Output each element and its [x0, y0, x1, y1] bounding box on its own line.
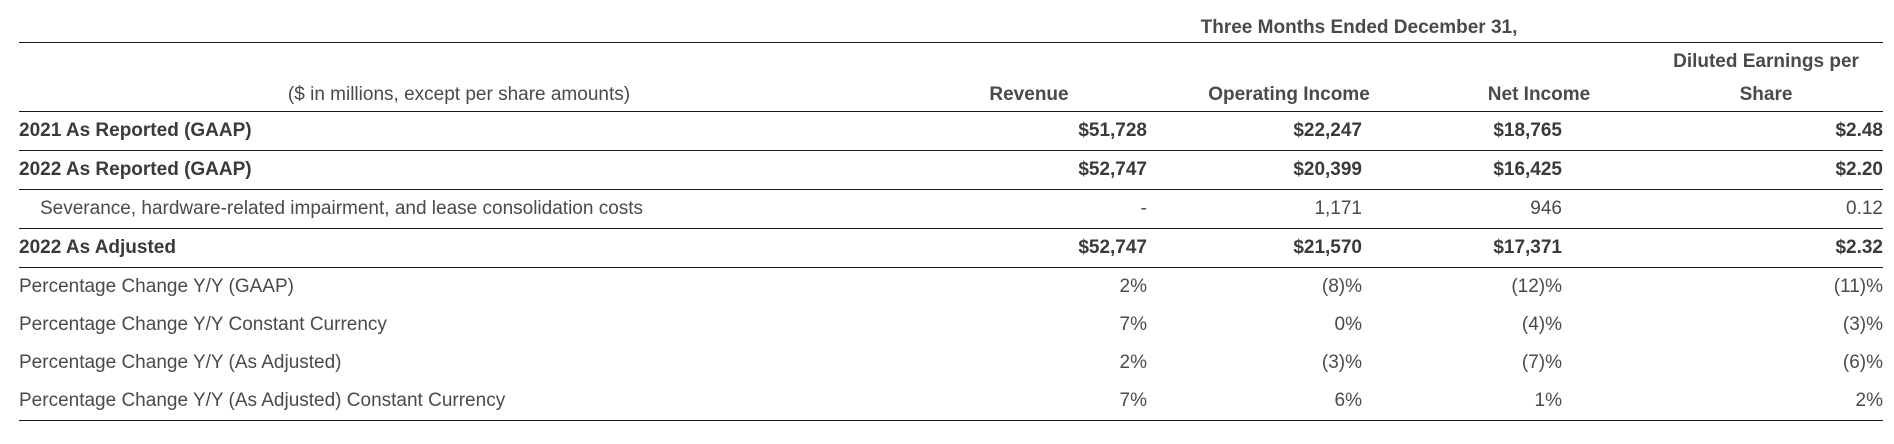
revenue-cell: -: [927, 189, 1147, 229]
net-income-cell: 946: [1362, 189, 1562, 229]
table-row: Severance, hardware-related impairment, …: [19, 189, 1883, 229]
revenue-cell: $52,747: [927, 150, 1147, 190]
table-row: 2021 As Reported (GAAP) $51,728 $22,247 $18…: [19, 111, 1883, 151]
row-label: 2022 As Reported (GAAP): [19, 150, 927, 190]
net-income-cell: $17,371: [1362, 228, 1562, 268]
eps-header-line2: Share: [1739, 84, 1793, 105]
table-row: Percentage Change Y/Y (GAAP) 2% (8)% (12)% (…: [19, 268, 1883, 307]
table-row: Percentage Change Y/Y (As Adjusted) 2% (3)…: [19, 344, 1883, 382]
table-row: 2022 As Reported (GAAP) $52,747 $20,399 $16…: [19, 150, 1883, 190]
eps-cell: $2.32: [1562, 228, 1883, 268]
units-header: ($ in millions, except per share amounts…: [287, 84, 631, 105]
operating-income-cell: $20,399: [1147, 150, 1362, 190]
row-label: Percentage Change Y/Y (As Adjusted) Cons…: [19, 382, 927, 421]
period-header: Three Months Ended December 31,: [1200, 17, 1518, 38]
eps-cell: 0.12: [1562, 189, 1883, 229]
revenue-header: Revenue: [989, 84, 1069, 105]
row-label: 2021 As Reported (GAAP): [19, 111, 927, 151]
eps-header-line1: Diluted Earnings per: [1673, 51, 1859, 72]
operating-income-cell: $22,247: [1147, 111, 1362, 151]
row-label: Percentage Change Y/Y Constant Currency: [19, 314, 387, 335]
eps-cell: 2%: [1562, 382, 1883, 421]
row-label: Percentage Change Y/Y (As Adjusted): [19, 352, 342, 373]
net-income-cell: $16,425: [1362, 150, 1562, 190]
operating-income-cell: 6%: [1147, 382, 1362, 421]
eps-cell: (6)%: [1842, 352, 1883, 373]
net-income-cell: (12)%: [1511, 276, 1562, 297]
operating-income-cell: 0%: [1334, 314, 1362, 335]
row-label: Percentage Change Y/Y (GAAP): [19, 276, 294, 297]
table-row: 2022 As Adjusted $52,747 $21,570 $17,371 $2.…: [19, 228, 1883, 268]
financial-table: 2021 As Reported (GAAP) $51,728 $22,247 $18…: [19, 111, 1883, 421]
row-label: 2022 As Adjusted: [19, 228, 927, 268]
operating-income-cell: 1,171: [1147, 189, 1362, 229]
eps-cell: $2.48: [1562, 111, 1883, 151]
operating-income-cell: (3)%: [1321, 352, 1362, 373]
revenue-cell: 7%: [927, 382, 1147, 421]
net-income-cell: $18,765: [1362, 111, 1562, 151]
net-income-cell: (4)%: [1521, 314, 1562, 335]
net-income-cell: 1%: [1362, 382, 1562, 421]
eps-cell: (3)%: [1842, 314, 1883, 335]
revenue-cell: $52,747: [927, 228, 1147, 268]
operating-income-cell: (8)%: [1321, 276, 1362, 297]
period-header-rule: [19, 42, 1883, 43]
revenue-cell: 2%: [1119, 352, 1147, 373]
eps-cell: (11)%: [1833, 276, 1883, 297]
revenue-cell: 7%: [1119, 314, 1147, 335]
net-income-cell: (7)%: [1521, 352, 1562, 373]
operating-income-cell: $21,570: [1147, 228, 1362, 268]
net-income-header: Net Income: [1487, 84, 1591, 105]
revenue-cell: $51,728: [927, 111, 1147, 151]
operating-income-header: Operating Income: [1208, 84, 1370, 105]
table-row: Percentage Change Y/Y (As Adjusted) Cons…: [19, 382, 1883, 421]
row-label: Severance, hardware-related impairment, …: [19, 189, 927, 229]
table-row: Percentage Change Y/Y Constant Currency 7…: [19, 306, 1883, 344]
eps-cell: $2.20: [1562, 150, 1883, 190]
revenue-cell: 2%: [1119, 276, 1147, 297]
